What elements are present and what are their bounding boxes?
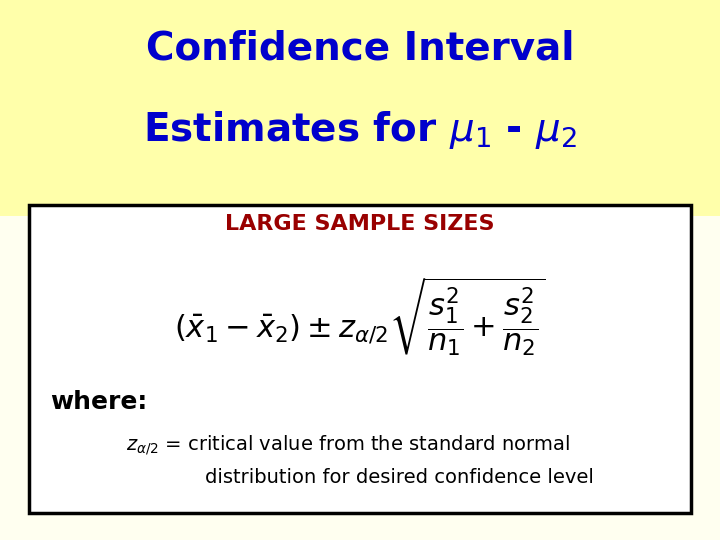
FancyBboxPatch shape <box>0 0 720 216</box>
Text: Confidence Interval: Confidence Interval <box>145 30 575 68</box>
Text: $z_{\alpha/2}$ = critical value from the standard normal: $z_{\alpha/2}$ = critical value from the… <box>126 434 570 457</box>
Text: distribution for desired confidence level: distribution for desired confidence leve… <box>205 468 594 488</box>
Text: where:: where: <box>50 390 148 414</box>
Text: $(\bar{x}_1 - \bar{x}_2) \pm z_{\alpha/2}\sqrt{\dfrac{s_1^2}{n_1} + \dfrac{s_2^2: $(\bar{x}_1 - \bar{x}_2) \pm z_{\alpha/2… <box>174 275 546 357</box>
FancyBboxPatch shape <box>29 205 691 513</box>
FancyBboxPatch shape <box>0 216 720 540</box>
Text: LARGE SAMPLE SIZES: LARGE SAMPLE SIZES <box>225 214 495 234</box>
Text: Estimates for $\mu_1$ - $\mu_2$: Estimates for $\mu_1$ - $\mu_2$ <box>143 109 577 151</box>
